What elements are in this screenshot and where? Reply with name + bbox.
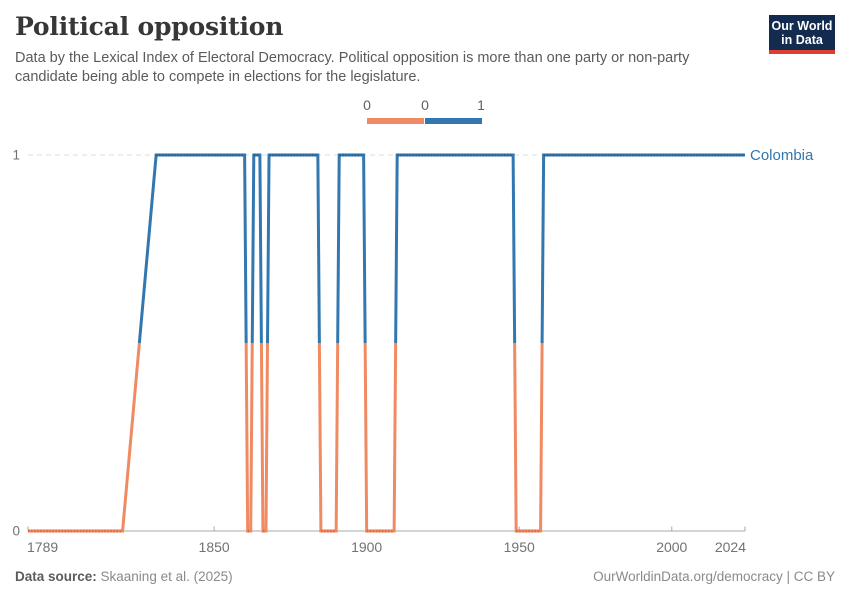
chart-subtitle: Data by the Lexical Index of Electoral D…: [15, 49, 735, 87]
page-title: Political opposition: [15, 12, 284, 41]
series-segment-6-value-0: [317, 342, 340, 533]
series-segment-2-value-0: [244, 342, 254, 533]
data-source-note: Data source: Skaaning et al. (2025): [15, 569, 233, 584]
subtitle-line-2: candidate being able to compete in elect…: [15, 69, 421, 85]
x-tick-label-2000: 2000: [656, 539, 687, 555]
y-tick-label-0: 0: [12, 524, 20, 539]
legend-label-zero-left: 0: [363, 97, 371, 113]
legend-swatch-zero[interactable]: [367, 118, 424, 124]
legend-swatch-one[interactable]: [425, 118, 482, 124]
line-chart-canvas[interactable]: 1789 1850 1900 1950 2000 2024 0 1: [0, 140, 850, 565]
series-segment-1-value-1: [137, 153, 248, 344]
logo-line-1: Our World: [771, 19, 833, 33]
x-tick-label-1789: 1789: [27, 539, 58, 555]
series-segment-5-value-1: [266, 153, 321, 344]
series-segment-4-value-0: [259, 342, 270, 533]
logo-line-2: in Data: [781, 33, 823, 47]
legend-label-zero-right: 0: [421, 97, 429, 113]
series-segment-8-value-0: [363, 342, 398, 533]
series-segment-3-value-1: [250, 153, 263, 344]
owid-link[interactable]: OurWorldinData.org/democracy | CC BY: [593, 569, 835, 584]
x-tick-label-1900: 1900: [351, 539, 382, 555]
x-tick-label-1850: 1850: [199, 539, 230, 555]
series-segment-10-value-0: [513, 342, 544, 533]
y-tick-label-1: 1: [12, 148, 20, 163]
series-segment-7-value-1: [336, 153, 367, 344]
data-source-text: Skaaning et al. (2025): [96, 569, 233, 584]
series-segment-0-value-0: [28, 342, 141, 533]
series-segment-9-value-1: [394, 153, 517, 344]
x-tick-label-1950: 1950: [504, 539, 535, 555]
subtitle-line-1: Data by the Lexical Index of Electoral D…: [15, 50, 690, 66]
owid-logo[interactable]: Our World in Data: [769, 15, 835, 54]
data-source-label: Data source:: [15, 569, 97, 584]
legend-label-one: 1: [477, 97, 485, 113]
series-entity-label[interactable]: Colombia: [750, 147, 814, 164]
series-segment-11-value-1: [540, 153, 745, 344]
x-tick-label-2024: 2024: [715, 539, 746, 555]
